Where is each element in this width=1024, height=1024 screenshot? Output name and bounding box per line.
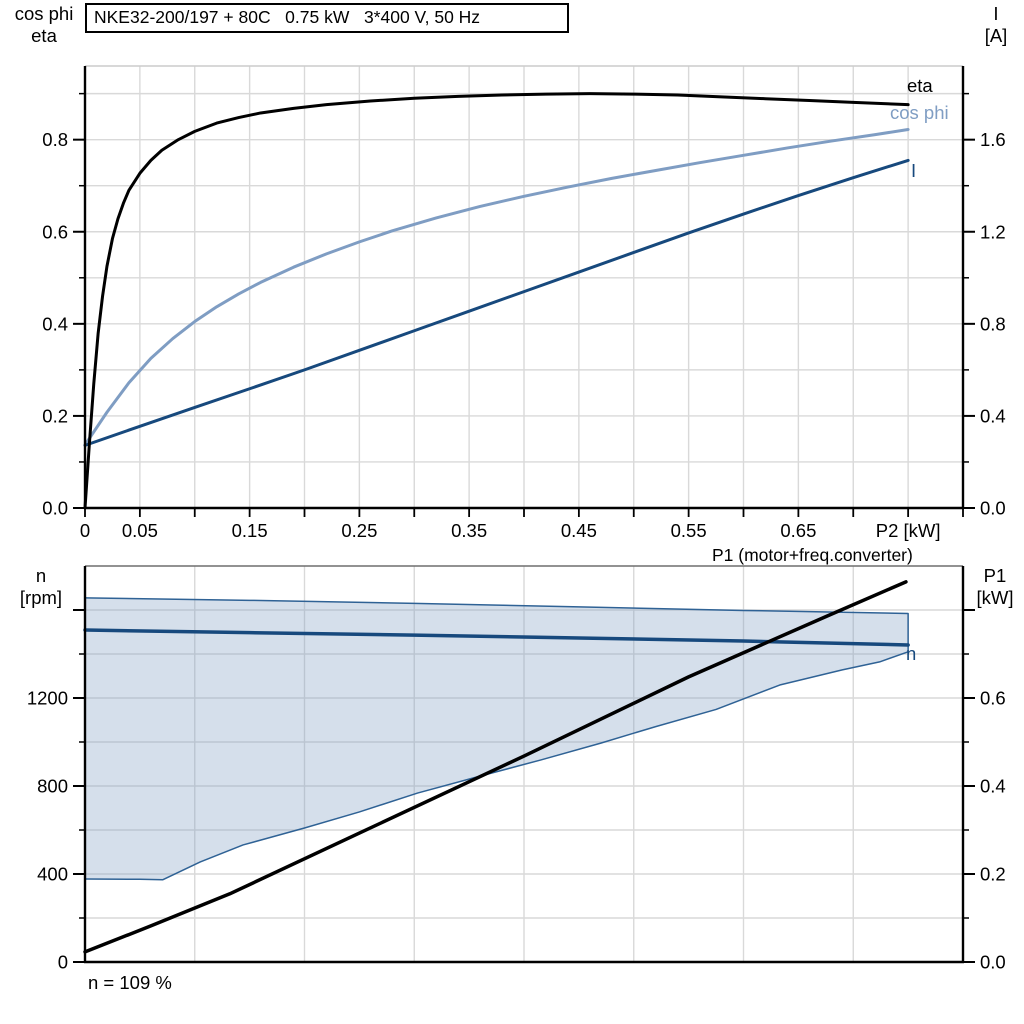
top-right-axis-title: I [A] [968, 3, 1024, 47]
y-left-tick-label: 0.6 [42, 221, 68, 242]
y-right-tick-label: 0.4 [980, 776, 1006, 797]
x-tick-label: 0 [80, 520, 90, 541]
x-tick-label: 0.55 [671, 520, 707, 541]
current-axis-label: I [993, 3, 999, 24]
x-tick-label: P2 [kW] [876, 520, 941, 541]
speed-curve-label: n [906, 643, 917, 664]
y-right-tick-label: 0.4 [980, 405, 1006, 426]
y-right-tick-label: 0.6 [980, 688, 1006, 709]
x-tick-label: 0.35 [451, 520, 487, 541]
chart-title-box: NKE32-200/197 + 80C 0.75 kW 3*400 V, 50 … [85, 3, 569, 33]
x-tick-label: 0.25 [341, 520, 377, 541]
cos-phi-axis-label: cos phi [14, 3, 74, 24]
current-curve-label: I [911, 160, 917, 181]
y-left-tick-label: 400 [37, 864, 68, 885]
y-left-tick-label: 0.0 [42, 498, 68, 519]
bottom-left-axis-title: n [rpm] [8, 565, 74, 609]
y-left-tick-label: 0.8 [42, 129, 68, 150]
y-left-tick-label: 1200 [27, 688, 68, 709]
speed-unit-label: [rpm] [19, 587, 63, 608]
x-tick-label: 0.05 [122, 520, 158, 541]
p1-unit-label: [kW] [976, 587, 1014, 608]
eta-curve-label: eta [907, 75, 933, 96]
y-left-tick-label: 0 [58, 952, 68, 973]
y-left-tick-label: 800 [37, 776, 68, 797]
p1-curve [83, 580, 908, 954]
y-right-tick-label: 0.2 [980, 864, 1006, 885]
bottom-right-axis-title: P1 [kW] [966, 565, 1024, 609]
speed-range-area [85, 597, 909, 880]
x-tick-label: 0.15 [232, 520, 268, 541]
eta-axis-label: eta [31, 25, 57, 46]
speed-percentage-note: n = 109 % [88, 972, 172, 993]
y-right-tick-label: 0.0 [980, 952, 1006, 973]
top-left-axis-title: cos phi eta [4, 3, 84, 47]
y-right-tick-label: 0.8 [980, 313, 1006, 334]
current-curve [83, 158, 910, 447]
y-right-tick-label: 1.2 [980, 221, 1006, 242]
y-right-tick-label: 0.0 [980, 498, 1006, 519]
speed-range-border [84, 597, 909, 881]
current-unit-label: [A] [984, 25, 1008, 46]
y-left-tick-label: 0.2 [42, 405, 68, 426]
cos-phi-curve [83, 128, 910, 447]
speed-axis-label: n [35, 565, 47, 586]
p1-axis-label: P1 [983, 565, 1007, 586]
p1-curve-title: P1 (motor+freq.converter) [712, 545, 913, 565]
cos-phi-curve-label: cos phi [890, 102, 949, 123]
eta-curve [83, 92, 910, 510]
y-left-tick-label: 0.4 [42, 313, 68, 334]
x-tick-label: 0.45 [561, 520, 597, 541]
x-tick-label: 0.65 [780, 520, 816, 541]
y-right-tick-label: 1.6 [980, 129, 1006, 150]
